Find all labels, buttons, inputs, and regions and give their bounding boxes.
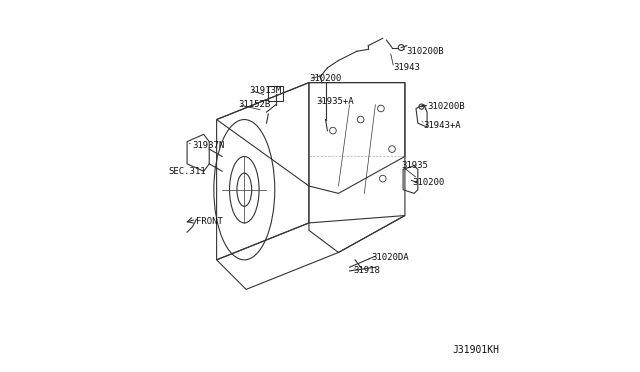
Text: 310200B: 310200B	[407, 47, 444, 56]
Text: 31020DA: 31020DA	[372, 253, 410, 263]
Text: 31152B: 31152B	[239, 100, 271, 109]
Text: 310200: 310200	[412, 178, 445, 187]
Text: 310200B: 310200B	[427, 102, 465, 111]
Text: 310200: 310200	[309, 74, 341, 83]
Text: 31913M: 31913M	[250, 86, 282, 94]
Text: J31901KH: J31901KH	[453, 345, 500, 355]
Text: 31935: 31935	[401, 161, 428, 170]
Text: 31918: 31918	[353, 266, 380, 275]
Text: 31943+A: 31943+A	[424, 121, 461, 129]
Text: 31943: 31943	[394, 63, 420, 72]
Text: 31937N: 31937N	[193, 141, 225, 150]
Text: SEC.311: SEC.311	[168, 167, 206, 176]
Text: FRONT: FRONT	[196, 217, 223, 225]
Text: 31935+A: 31935+A	[316, 97, 354, 106]
